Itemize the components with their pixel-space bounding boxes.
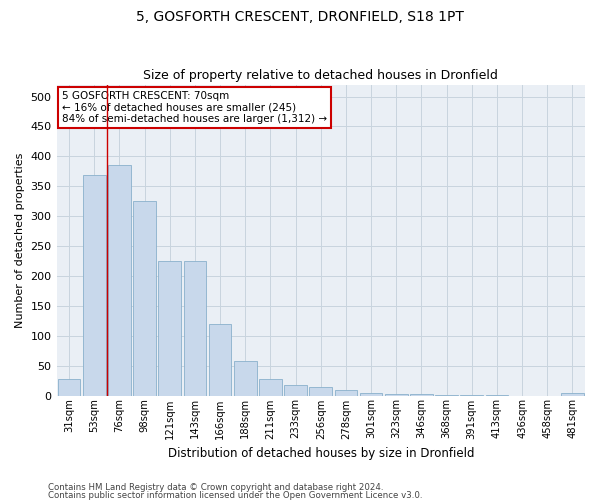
Bar xyxy=(284,384,307,396)
Bar xyxy=(561,392,584,396)
Title: Size of property relative to detached houses in Dronfield: Size of property relative to detached ho… xyxy=(143,69,498,82)
Bar xyxy=(184,261,206,396)
Bar xyxy=(108,166,131,396)
Bar xyxy=(485,395,508,396)
Bar xyxy=(435,395,458,396)
Bar xyxy=(335,390,357,396)
Bar xyxy=(83,176,106,396)
Bar xyxy=(58,379,80,396)
Bar xyxy=(410,394,433,396)
Bar xyxy=(209,324,232,396)
Bar xyxy=(460,395,483,396)
Text: Contains HM Land Registry data © Crown copyright and database right 2024.: Contains HM Land Registry data © Crown c… xyxy=(48,484,383,492)
Text: Contains public sector information licensed under the Open Government Licence v3: Contains public sector information licen… xyxy=(48,490,422,500)
Bar xyxy=(234,361,257,396)
X-axis label: Distribution of detached houses by size in Dronfield: Distribution of detached houses by size … xyxy=(167,447,474,460)
Bar xyxy=(133,201,156,396)
Bar xyxy=(385,394,407,396)
Bar xyxy=(259,379,282,396)
Bar xyxy=(360,392,382,396)
Bar xyxy=(158,261,181,396)
Text: 5, GOSFORTH CRESCENT, DRONFIELD, S18 1PT: 5, GOSFORTH CRESCENT, DRONFIELD, S18 1PT xyxy=(136,10,464,24)
Bar xyxy=(310,386,332,396)
Y-axis label: Number of detached properties: Number of detached properties xyxy=(15,152,25,328)
Text: 5 GOSFORTH CRESCENT: 70sqm
← 16% of detached houses are smaller (245)
84% of sem: 5 GOSFORTH CRESCENT: 70sqm ← 16% of deta… xyxy=(62,91,327,124)
